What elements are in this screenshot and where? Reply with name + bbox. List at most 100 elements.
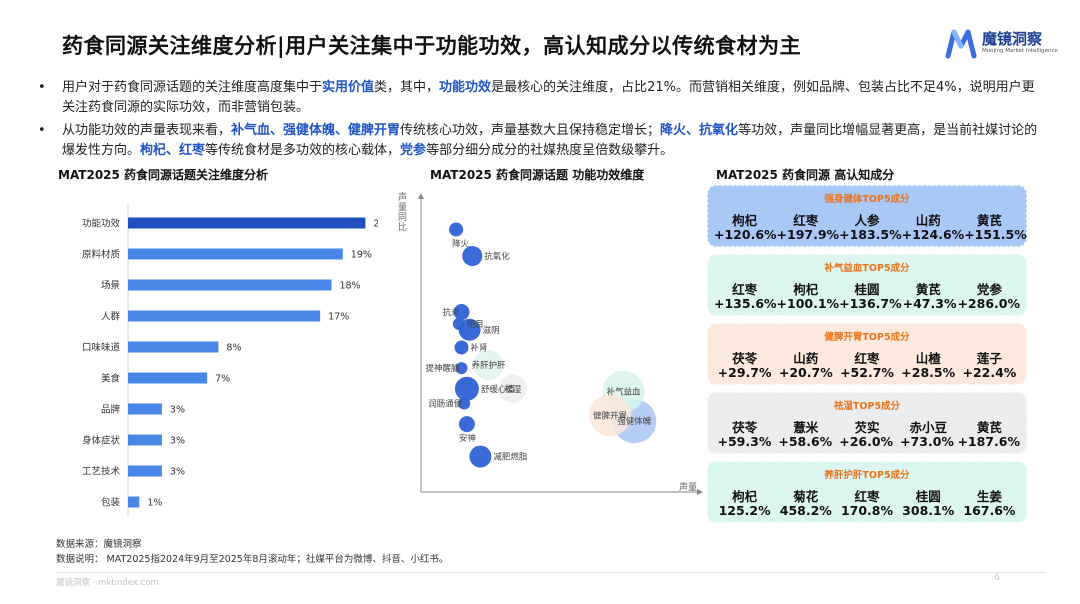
- ingredient-name: 薏米: [793, 420, 819, 435]
- bar: [128, 248, 343, 260]
- source-line: 数据来源：魔镜洞察: [56, 539, 142, 550]
- ingredient-growth: +20.7%: [778, 365, 833, 380]
- ingredient-name: 茯苓: [732, 351, 758, 366]
- bar: [128, 434, 162, 446]
- bullet-text: 传统核心功效，声量基数大且保持稳定增长；: [400, 123, 661, 138]
- y-axis-arrow: [418, 193, 424, 199]
- bubble-label: 安神: [459, 433, 476, 444]
- ingredient-growth: +183.5%: [839, 227, 902, 242]
- bar: [128, 279, 332, 291]
- bar-value-label: 7%: [215, 374, 230, 385]
- bubble-label: 减肥燃脂: [493, 452, 528, 463]
- bar-category-label: 口味味道: [82, 342, 121, 354]
- ingredient-growth: +22.4%: [962, 365, 1017, 380]
- bar-value-label: 3%: [170, 467, 185, 478]
- bubble-label: 补气益血: [606, 387, 641, 398]
- summary-bullets: • 用户对于药食同源话题的关注维度高度集中于实用价值类，其中，功能功效是最核心的…: [38, 78, 1038, 164]
- ingredient-growth: +29.7%: [717, 365, 772, 380]
- bubble-label: 抗氧化: [484, 251, 510, 262]
- bullet-highlight: 枸杞、红枣: [140, 143, 206, 158]
- card-ingredient-row: 枸杞 红枣 人参 山药 黄芪: [714, 210, 1020, 229]
- ingredient-name: 枸杞: [732, 213, 758, 228]
- ingredient-name: 茯苓: [732, 420, 758, 435]
- bullet-text: 等传统食材是多功效的核心载体，: [205, 143, 401, 158]
- card-title: 补气益血TOP5成分: [824, 263, 910, 274]
- ingredient-growth: +59.3%: [717, 434, 772, 449]
- bubble: [458, 397, 471, 410]
- card-title: 健脾开胃TOP5成分: [824, 332, 910, 343]
- footer-divider: [56, 572, 1046, 573]
- page-title: 药食同源关注维度分析|用户关注集中于功能功效，高认知成分以传统食材为主: [62, 34, 802, 58]
- ingredient-growth: +26.0%: [839, 434, 894, 449]
- ingredient-growth: +52.7%: [840, 365, 894, 380]
- ingredient-growth: +47.3%: [902, 296, 957, 311]
- card-title: 强身健体TOP5成分: [824, 194, 910, 205]
- ingredient-growth: +187.6%: [957, 434, 1020, 449]
- bubble-label: 抗炎: [442, 307, 460, 318]
- ingredient-name: 红枣: [854, 489, 880, 504]
- bubble: [473, 350, 504, 381]
- bullet-text: 从功能功效的声量表现来看，: [62, 123, 232, 138]
- bullet-text: 等功效，声量同比增幅显著更高，是当前社媒讨论的爆发性方向。: [62, 123, 1038, 158]
- ingredient-name: 黄芪: [976, 420, 1002, 435]
- logo-subtitle: Moojing Market Intelligence: [982, 48, 1058, 54]
- bar: [128, 341, 219, 353]
- ingredient-growth: 125.2%: [718, 503, 771, 518]
- bar-value-label: 17%: [328, 312, 349, 323]
- cards-title: MAT2025 药食同源 高认知成分: [716, 168, 895, 182]
- ingredient-growth: +28.5%: [901, 365, 956, 380]
- ingredient-growth: +73.0%: [900, 434, 954, 449]
- ingredient-name: 山药: [915, 213, 941, 228]
- bubble: [462, 246, 483, 266]
- ingredient-name: 芡实: [854, 420, 880, 435]
- ingredient-growth: +100.1%: [776, 296, 840, 311]
- bubble-label: 祛湿: [504, 384, 522, 395]
- bubble: [452, 317, 465, 330]
- ingredient-name: 枸杞: [732, 489, 758, 504]
- bar-value-label: 8%: [226, 343, 241, 354]
- bar-value-label: 3%: [170, 405, 185, 416]
- ingredient-growth: +135.6%: [714, 296, 777, 311]
- dimension-bar-chart: 功能功效 21% 原料材质 19% 场景 18% 人群 17% 口味味道 8% 美食 7% 品牌 3% 身体…: [82, 205, 378, 515]
- card-growth-row: 125.2% 458.2% 170.8% 308.1% 167.6%: [714, 503, 1020, 518]
- logo-name: 魔镜洞察: [982, 30, 1043, 48]
- x-axis-label: 声量: [679, 481, 697, 493]
- bubble-label: 提神醒脑: [425, 363, 460, 374]
- logo-m-icon: [945, 29, 977, 59]
- bubble-chart-title: MAT2025 药食同源话题 功能功效维度: [430, 168, 645, 182]
- ingredient-name: 莲子: [976, 351, 1002, 366]
- bubble: [455, 362, 468, 375]
- ingredient-name: 生姜: [976, 489, 1002, 504]
- source-description: 数据说明： MAT2025指2024年9月至2025年8月滚动年；社媒平台为微博…: [56, 554, 449, 565]
- bar-category-label: 包装: [101, 497, 121, 509]
- bullet-dot: •: [38, 123, 46, 138]
- bar-chart-title: MAT2025 药食同源话题关注维度分析: [58, 168, 269, 182]
- bullet-1: • 用户对于药食同源话题的关注维度高度集中于实用价值类，其中，功能功效是最核心的…: [38, 78, 1038, 118]
- ingredient-growth: +286.0%: [957, 296, 1020, 311]
- bar-value-label: 21%: [373, 219, 378, 230]
- ingredient-card: 健脾开胃TOP5成分 茯苓 山药 红枣 山楂 莲子 +29.7% +20.7% +52.7% +2…: [707, 323, 1027, 385]
- card-title: 祛湿TOP5成分: [833, 401, 901, 412]
- bubble-label: 润肠通便: [428, 399, 463, 410]
- card-ingredient-row: 红枣 枸杞 桂圆 黄芪 党参: [714, 279, 1020, 298]
- ingredient-name: 菊花: [793, 489, 819, 504]
- bubble-label: 补肾: [471, 342, 489, 353]
- bubble: [498, 374, 527, 403]
- ingredient-growth: +124.6%: [901, 227, 965, 242]
- bar-category-label: 身体症状: [82, 435, 121, 447]
- bar-category-label: 人群: [101, 311, 121, 323]
- bubble-label: 强健体魄: [617, 416, 652, 427]
- ingredient-name: 枸杞: [793, 282, 819, 297]
- bubble: [454, 376, 479, 401]
- bullet-text: 用户对于药食同源话题的关注维度高度集中于: [62, 80, 323, 95]
- card-growth-row: +59.3% +58.6% +26.0% +73.0% +187.6%: [714, 434, 1020, 449]
- ingredient-growth: +58.6%: [778, 434, 833, 449]
- ingredient-name: 红枣: [793, 213, 819, 228]
- ingredient-name: 黄芪: [976, 213, 1002, 228]
- ingredient-name: 桂圆: [854, 282, 880, 297]
- card-growth-row: +120.6% +197.9% +183.5% +124.6% +151.5%: [714, 227, 1027, 242]
- bullet-2: • 从功能功效的声量表现来看，补气血、强健体魄、健脾开胃传统核心功效，声量基数大…: [38, 121, 1038, 161]
- bar-value-label: 19%: [351, 250, 372, 261]
- bullet-highlight: 功能功效: [439, 80, 492, 95]
